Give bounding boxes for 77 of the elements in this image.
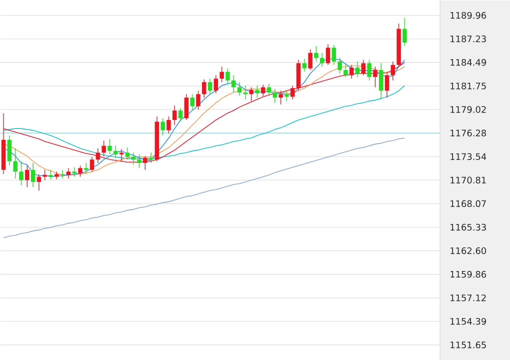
candlestick: [402, 17, 407, 46]
candlestick: [48, 169, 53, 180]
candlestick: [326, 44, 330, 66]
y-tick-label: 1151.65: [450, 341, 486, 348]
candlestick: [172, 104, 177, 126]
y-tick-label: 1154.39: [450, 318, 486, 325]
candlestick: [290, 85, 295, 100]
candlestick: [266, 83, 272, 96]
candlestick: [166, 116, 171, 134]
candlestick: [143, 156, 148, 170]
candlestick: [255, 85, 260, 98]
candlestick: [272, 88, 278, 103]
candlestick: [338, 57, 342, 74]
candlestick: [314, 45, 318, 62]
candlestick: [30, 162, 36, 188]
candlestick: [190, 94, 194, 110]
y-tick-label: 1173.54: [450, 153, 486, 160]
candlestick: [72, 166, 76, 177]
candlestick: [302, 58, 307, 72]
y-tick-label: 1179.02: [450, 106, 486, 113]
candlestick: [332, 44, 336, 66]
candlestick: [226, 68, 230, 84]
candlestick: [378, 62, 384, 100]
candlestick: [384, 71, 390, 98]
y-tick-label: 1184.49: [450, 58, 486, 66]
candlestick: [19, 160, 24, 186]
y-tick-label: 1176.28: [450, 129, 486, 136]
y-tick-label: 1170.81: [450, 176, 486, 184]
y-tick-label: 1168.07: [450, 200, 486, 207]
candlestick: [231, 74, 236, 93]
candlestick: [96, 148, 100, 164]
candlestick: [60, 169, 65, 179]
candlestick: [108, 138, 112, 155]
y-tick-label: 1187.23: [450, 35, 486, 42]
candlestick: [25, 165, 30, 188]
candlestick: [373, 66, 378, 88]
candlestick: [90, 156, 94, 172]
y-tick-label: 1157.12: [450, 294, 486, 302]
candlestick: [278, 90, 283, 105]
candlestick: [125, 146, 130, 160]
candlestick: [178, 107, 183, 122]
candlestick: [361, 59, 366, 76]
y-tick-label: 1162.60: [450, 247, 486, 254]
candlestick: [320, 52, 324, 67]
candlestick: [84, 162, 88, 174]
candlestick: [7, 134, 12, 166]
candlestick: [137, 154, 142, 168]
y-tick-label: 1165.33: [450, 224, 486, 230]
candlestick: [344, 62, 348, 78]
candlestick: [102, 140, 106, 156]
candlestick: [196, 90, 200, 110]
candlestick: [390, 60, 396, 81]
candlestick: [42, 169, 47, 180]
candlestick: [220, 66, 224, 82]
candlestick: [237, 82, 242, 96]
candlestick: [367, 59, 372, 81]
candlestick: [131, 152, 136, 165]
candlestick: [308, 48, 312, 70]
candlestick: [66, 168, 71, 179]
candlestick: [202, 79, 206, 98]
candlestick: [214, 74, 218, 94]
candlestick: [184, 94, 189, 120]
candlestick: [114, 145, 118, 158]
candlestick: [13, 148, 18, 179]
candlestick: [160, 118, 165, 136]
y-tick-label: 1189.96: [450, 12, 486, 19]
y-tick-label: 1181.75: [450, 82, 486, 90]
candlestick: [349, 64, 354, 79]
candlestick: [36, 174, 42, 191]
candlestick: [249, 86, 254, 102]
candlestick: [260, 84, 266, 96]
candlestick: [208, 78, 212, 94]
candlestick: [78, 165, 82, 177]
candlestick: [355, 60, 360, 78]
candlestick: [119, 148, 124, 162]
y-tick-label: 1159.86: [450, 270, 486, 278]
candlestick: [284, 90, 289, 102]
